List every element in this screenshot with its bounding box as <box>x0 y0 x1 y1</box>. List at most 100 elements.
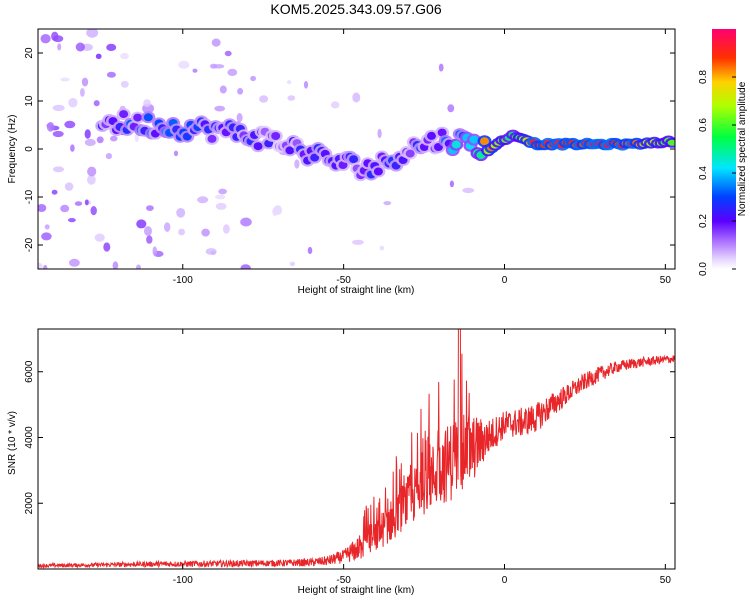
spectrogram-noise-blob <box>307 246 313 255</box>
spectrogram-noise-blob <box>219 85 227 94</box>
spectrogram-ridge-blob <box>271 132 281 140</box>
snr-y-tick-label: 4000 <box>24 426 35 449</box>
spectrogram-x-label: Height of straight line (km) <box>298 285 415 296</box>
spectrogram-noise-blob <box>75 42 85 52</box>
spectrogram-ridge-blob <box>469 135 479 144</box>
spectrogram-ridge-blob <box>310 153 320 162</box>
spectrogram-ridge-blob <box>143 113 153 122</box>
spectrogram-noise-blob <box>224 50 232 57</box>
spectrogram-y-tick-label: 0 <box>24 146 35 152</box>
spectrogram-noise-blob <box>52 166 65 173</box>
spectrogram-ridge-blob <box>338 161 348 169</box>
spectrogram-ridge-blob <box>119 110 129 119</box>
spectrogram-noise-blob <box>84 129 91 139</box>
spectrogram-noise-blob <box>38 204 47 212</box>
spectrogram-noise-blob <box>52 104 65 112</box>
spectrogram-noise-blob <box>64 120 76 129</box>
spectrogram-ridge-blob <box>349 155 359 164</box>
spectrogram-background <box>38 29 675 269</box>
colorbar: 0.0 0.2 0.4 0.6 0.8 Normalized spectral ampl… <box>698 29 748 276</box>
snr-background <box>38 329 675 569</box>
spectrogram-noise-blob <box>214 105 226 112</box>
spectrogram-noise-blob <box>143 99 152 107</box>
spectrogram-noise-blob <box>134 133 139 142</box>
spectrogram-noise-blob <box>218 188 228 195</box>
spectrogram-noise-blob <box>44 224 50 230</box>
spectrogram-ridge-blob <box>667 139 675 146</box>
spectrogram-heat <box>38 29 675 269</box>
spectrogram-noise-blob <box>68 218 76 223</box>
spectrogram-y-tick-label: -20 <box>24 237 35 252</box>
spectrogram-noise-blob <box>43 264 48 269</box>
spectrogram-noise-blob <box>69 258 80 267</box>
spectrogram-noise-blob <box>250 75 256 82</box>
spectrogram-noise-blob <box>90 206 97 216</box>
spectrogram-noise-blob <box>176 208 186 218</box>
spectrogram-noise-blob <box>240 264 251 269</box>
spectrogram-noise-blob <box>236 113 243 123</box>
spectrogram-noise-blob <box>57 43 62 51</box>
spectrogram-noise-blob <box>192 68 198 73</box>
spectrogram-noise-blob <box>84 199 89 206</box>
spectrogram-noise-blob <box>87 166 97 177</box>
spectrogram-ridge-blob <box>253 142 263 151</box>
spectrogram-noise-blob <box>210 63 218 69</box>
spectrogram-noise-blob <box>106 71 116 78</box>
spectrogram-noise-blob <box>60 204 70 213</box>
snr-y-tick-label: 2000 <box>24 492 35 515</box>
spectrogram-noise-blob <box>237 88 244 95</box>
colorbar-label: Normalized spectral amplitude <box>737 81 748 216</box>
spectrogram-noise-blob <box>70 144 75 152</box>
spectrogram-noise-blob <box>164 222 171 232</box>
spectrogram-noise-blob <box>377 128 382 139</box>
spectrogram-noise-blob <box>96 136 104 144</box>
spectrogram-x-tick-label: 50 <box>660 275 672 286</box>
spectrogram-noise-blob <box>106 43 117 52</box>
spectrogram-noise-blob <box>94 233 105 242</box>
spectrogram-noise-blob <box>68 97 78 108</box>
spectrogram-ridge-blob <box>207 134 217 143</box>
spectrogram-noise-blob <box>80 88 85 97</box>
colorbar-tick-label: 0.2 <box>698 214 709 228</box>
spectrogram-noise-blob <box>105 153 112 160</box>
snr-x-tick-label: -50 <box>336 575 351 586</box>
spectrogram-noise-blob <box>103 242 111 252</box>
spectrogram-x-tick-label: -50 <box>336 275 351 286</box>
spectrogram-y-ticks: -20 -10 0 10 20 <box>24 47 675 252</box>
spectrogram-noise-blob <box>215 194 226 200</box>
spectrogram-noise-blob <box>120 80 129 88</box>
spectrogram-y-tick-label: -10 <box>24 189 35 204</box>
snr-x-tick-label: 0 <box>502 575 508 586</box>
colorbar-gradient <box>712 29 736 269</box>
spectrogram-noise-blob <box>93 100 100 107</box>
spectrogram-noise-blob <box>64 182 74 191</box>
spectrogram-noise-blob <box>173 150 179 157</box>
spectrogram-noise-blob <box>46 122 55 132</box>
spectrogram-y-tick-label: 20 <box>24 47 35 59</box>
spectrogram-noise-blob <box>146 205 154 212</box>
colorbar-tick-label: 0.4 <box>698 166 709 180</box>
spectrogram-ridge-blob <box>398 156 408 164</box>
spectrogram-noise-blob <box>303 81 309 89</box>
spectrogram-noise-blob <box>87 174 96 185</box>
spectrogram-noise-blob <box>352 239 364 245</box>
spectrogram-ridge-blob <box>437 128 447 137</box>
spectrogram-noise-blob <box>215 202 227 210</box>
spectrogram-noise-blob <box>38 262 43 269</box>
spectrogram-noise-blob <box>197 196 209 204</box>
spectrogram-noise-blob <box>352 92 361 103</box>
spectrogram-noise-blob <box>259 95 269 103</box>
spectrogram-noise-blob <box>438 63 444 72</box>
spectrogram-noise-blob <box>40 34 51 44</box>
snr-x-ticks: -100 -50 0 50 <box>173 329 671 586</box>
spectrogram-ridge-blob <box>373 167 383 176</box>
spectrogram-noise-blob <box>272 207 278 217</box>
spectrogram-x-tick-label: 0 <box>502 275 508 286</box>
spectrogram-noise-blob <box>211 38 221 47</box>
spectrogram-noise-blob <box>383 201 392 206</box>
spectrogram-noise-blob <box>178 228 186 236</box>
spectrogram-noise-blob <box>447 104 455 113</box>
spectrogram-noise-blob <box>112 261 119 269</box>
spectrogram-noise-blob <box>74 201 83 206</box>
